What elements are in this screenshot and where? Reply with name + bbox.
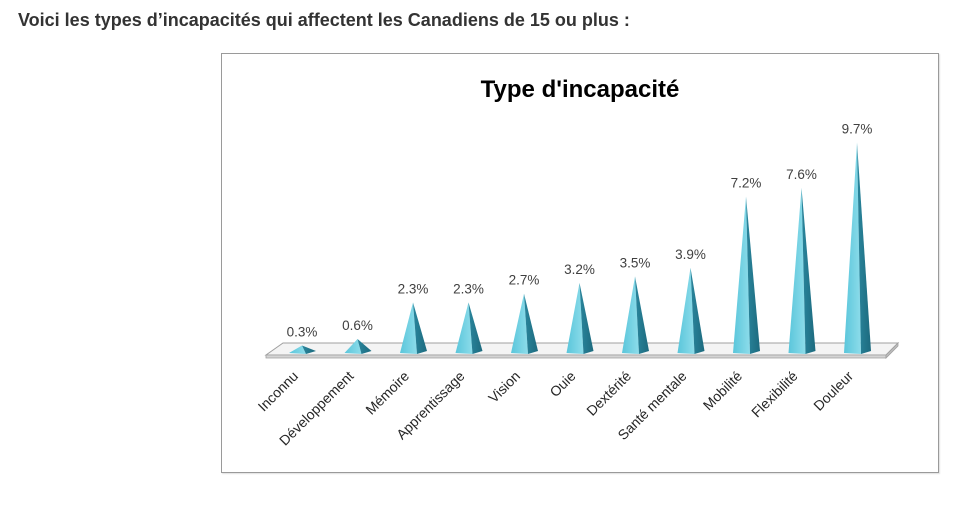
pyramid-front-face — [455, 302, 473, 354]
pyramid-front-face — [788, 187, 806, 354]
value-label: 3.9% — [675, 247, 706, 262]
pyramid-bar — [622, 276, 649, 354]
pyramid-front-face — [344, 339, 362, 354]
pyramid-front-face — [289, 345, 306, 354]
pyramid-side-face — [801, 187, 816, 354]
pyramid-bar — [733, 196, 760, 354]
value-label: 7.2% — [731, 175, 762, 190]
pyramid-side-face — [579, 282, 594, 354]
value-label: 0.6% — [342, 318, 373, 333]
pyramid-side-face — [302, 345, 316, 354]
pyramid-front-face — [511, 293, 528, 354]
data-labels: 0.3% 0.6% 2.3% 2.3% 2.7% 3.2% 3.5% 3.9% 7.2% 7.6%… — [287, 121, 873, 339]
pyramid-bar — [455, 302, 483, 354]
category-label: Mobilité — [700, 368, 746, 414]
pyramid-front-face — [733, 196, 750, 354]
pyramid-side-face — [524, 293, 538, 354]
value-label: 3.5% — [620, 255, 651, 270]
pyramid-side-face — [357, 339, 372, 354]
pyramid-chart: Type d'incapacité 0.3% 0.6% 2.3% 2.3% 2.7% 3.… — [255, 76, 900, 449]
category-label: Ouie — [546, 368, 578, 400]
pyramid-front-face — [844, 142, 861, 354]
value-label: 7.6% — [786, 167, 817, 182]
floor-side-edge — [885, 342, 899, 359]
pyramid-front-face — [677, 267, 695, 354]
pyramid-bar — [566, 282, 594, 354]
floor-front-edge — [265, 354, 887, 359]
pyramid-front-face — [400, 302, 417, 354]
category-label: Mémoire — [362, 368, 412, 418]
pyramid-front-face — [622, 276, 639, 354]
pyramid-bar — [844, 142, 871, 354]
pyramid-series — [289, 142, 871, 354]
category-label: Douleur — [810, 368, 856, 414]
pyramid-bar — [289, 345, 316, 354]
pyramid-bar — [511, 293, 538, 354]
pyramid-front-face — [566, 282, 584, 354]
pyramid-side-face — [413, 302, 427, 354]
pyramid-bar — [788, 187, 816, 354]
category-label: Vision — [485, 368, 523, 406]
value-label: 2.7% — [509, 273, 540, 288]
pyramid-side-face — [635, 276, 649, 354]
value-label: 0.3% — [287, 325, 318, 340]
pyramid-bar — [344, 339, 372, 354]
chart-title: Type d'incapacité — [481, 76, 680, 103]
value-label: 9.7% — [842, 121, 873, 136]
pyramid-bar — [400, 302, 427, 354]
pyramid-side-face — [746, 196, 760, 354]
category-label: Inconnu — [255, 368, 302, 415]
value-label: 2.3% — [398, 281, 429, 296]
value-label: 2.3% — [453, 281, 484, 296]
pyramid-side-face — [857, 142, 871, 354]
pyramid-bar — [677, 267, 705, 354]
chart-frame: Type d'incapacité 0.3% 0.6% 2.3% 2.3% 2.7% 3.… — [221, 53, 939, 473]
pyramid-side-face — [690, 267, 705, 354]
value-label: 3.2% — [564, 262, 595, 277]
category-label: Dextérité — [583, 368, 634, 419]
category-label: Flexibilité — [748, 368, 801, 421]
intro-heading: Voici les types d’incapacités qui affect… — [18, 10, 630, 30]
pyramid-side-face — [468, 302, 483, 354]
